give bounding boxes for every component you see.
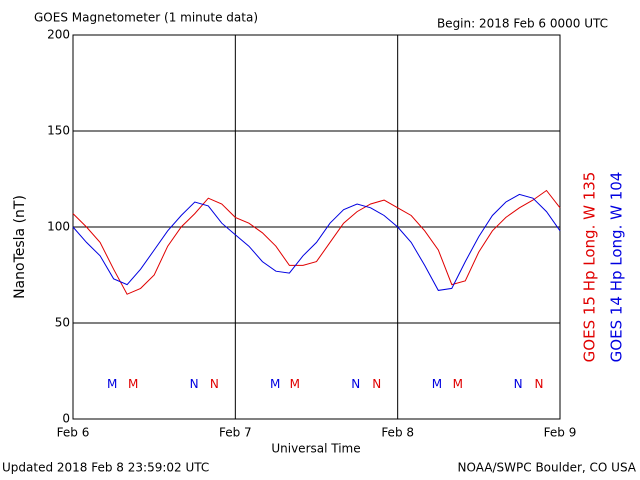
annotation: M	[290, 377, 300, 391]
x-tick-label: Feb 7	[219, 426, 252, 440]
legend-entry: GOES 14 Hp Long. W 104	[608, 172, 626, 363]
annotation: N	[372, 377, 381, 391]
y-tick-label: 50	[55, 316, 70, 330]
annotation: N	[351, 377, 360, 391]
x-axis-label: Universal Time	[271, 442, 360, 456]
y-tick-label: 200	[47, 28, 70, 42]
annotation: N	[190, 377, 199, 391]
x-tick-label: Feb 6	[57, 426, 90, 440]
legend-entry: GOES 15 Hp Long. W 135	[581, 172, 599, 363]
y-axis-label: NanoTesla (nT)	[12, 195, 28, 299]
x-tick-label: Feb 8	[381, 426, 414, 440]
data-line	[72, 193, 561, 291]
annotation: N	[210, 377, 219, 391]
data-line	[72, 189, 561, 295]
x-tick-label: Feb 9	[544, 426, 577, 440]
annotation: M	[453, 377, 463, 391]
annotation: N	[535, 377, 544, 391]
annotation: M	[128, 377, 138, 391]
annotation: M	[432, 377, 442, 391]
annotation: M	[107, 377, 117, 391]
chart-title: GOES Magnetometer (1 minute data)	[34, 11, 258, 25]
footer-right: NOAA/SWPC Boulder, CO USA	[458, 461, 637, 475]
y-tick-label: 100	[47, 220, 70, 234]
annotation: M	[270, 377, 280, 391]
y-tick-label: 150	[47, 124, 70, 138]
footer-left: Updated 2018 Feb 8 23:59:02 UTC	[2, 461, 209, 475]
y-tick-label: 0	[62, 412, 70, 426]
chart-subtitle: Begin: 2018 Feb 6 0000 UTC	[437, 17, 608, 31]
annotation: N	[514, 377, 523, 391]
